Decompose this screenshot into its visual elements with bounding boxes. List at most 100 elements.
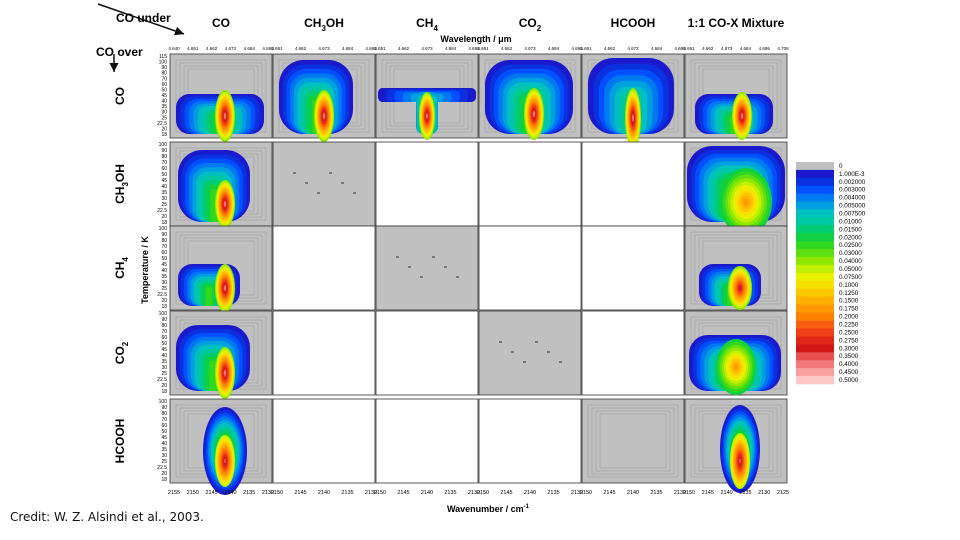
column-header: CO2 (519, 16, 542, 33)
contour-level (224, 458, 226, 464)
wavenumber-tick: 2140 (524, 490, 536, 496)
contour-level (209, 360, 217, 391)
wavelength-tick: 4.684 (445, 46, 457, 51)
colorbar-swatch (796, 201, 834, 210)
colorbar-label: 0.4000 (839, 361, 859, 368)
temperature-tick: 90 (161, 148, 167, 154)
contour-level (533, 112, 535, 116)
temperature-tick: 40 (161, 441, 167, 447)
panel (169, 310, 273, 399)
panel (375, 141, 479, 227)
contour-level (426, 114, 428, 118)
contour-level (743, 198, 749, 206)
temperature-tick: 18 (161, 304, 167, 310)
wavenumber-tick: 2140 (720, 490, 732, 496)
colorbar-label: 0.2000 (839, 314, 859, 321)
colorbar-label: 0.002000 (839, 179, 866, 186)
wavenumber-tick: 2135 (547, 490, 559, 496)
panel-frame (272, 141, 376, 227)
noise-mark (456, 276, 459, 278)
panel-frame (478, 398, 582, 484)
wavenumber-tick: 2140 (627, 490, 639, 496)
panel (478, 53, 582, 140)
noise-mark (432, 256, 435, 258)
wavenumber-tick: 2145 (603, 490, 615, 496)
temperature-tick: 90 (161, 232, 167, 238)
panel (478, 141, 582, 227)
row-header: CH3OH (113, 164, 130, 204)
panel (581, 398, 685, 484)
wavelength-tick: 4.673 (721, 46, 733, 51)
panel-frame (375, 398, 479, 484)
noise-mark (511, 351, 514, 353)
temperature-tick: 35 (161, 274, 167, 280)
noise-mark (305, 182, 308, 184)
wavenumber-tick: 2150 (187, 490, 199, 496)
wavelength-tick: 4.673 (524, 46, 536, 51)
wavelength-tick: 4.673 (627, 46, 639, 51)
colorbar-swatch (796, 280, 834, 290)
colorbar-swatch (796, 336, 834, 345)
co-under-arrow (97, 3, 185, 36)
wavenumber-tick: 2135 (739, 490, 751, 496)
wavelength-tick: 4.673 (318, 46, 330, 51)
colorbar-label: 0.01000 (839, 218, 862, 225)
noise-mark (499, 341, 502, 343)
panel-frame (272, 225, 376, 311)
panel-frame (375, 141, 479, 227)
contour-level (224, 371, 226, 375)
contour-outline (595, 410, 671, 472)
temperature-tick: 80 (161, 154, 167, 160)
wavenumber-tick: 2155 (168, 490, 180, 496)
wavelength-tick: 4.695 (759, 46, 771, 51)
temperature-tick: 50 (161, 341, 167, 347)
temperature-tick: 45 (161, 178, 167, 184)
colorbar-label: 0.4500 (839, 369, 859, 376)
column-header: HCOOH (611, 16, 656, 30)
colorbar-swatch (796, 217, 834, 226)
colorbar-label: 0.04000 (839, 258, 862, 265)
corner-left-label: CO over (96, 45, 143, 59)
colorbar-label: 0.1000 (839, 282, 859, 289)
colorbar: 01.000E-30.0020000.0030000.0040000.00500… (796, 162, 866, 385)
wavenumber-tick: 2130 (571, 490, 583, 496)
panel-frame (375, 225, 479, 311)
wavenumber-tick: 2145 (205, 490, 217, 496)
noise-mark (420, 276, 423, 278)
temperature-tick: 30 (161, 280, 167, 286)
colorbar-label: 0.05000 (839, 266, 862, 273)
colorbar-label: 0.02000 (839, 234, 862, 241)
panel (169, 53, 273, 142)
noise-mark (293, 172, 296, 174)
noise-mark (317, 192, 320, 194)
bottom-axis-title: Wavenumber / cm-1 (447, 504, 530, 514)
temperature-tick: 40 (161, 353, 167, 359)
noise-mark (535, 341, 538, 343)
temperature-tick: 100 (159, 311, 168, 317)
temperature-tick: 20 (161, 471, 167, 477)
colorbar-swatch (796, 169, 834, 179)
panel (375, 53, 479, 140)
panel-frame (581, 398, 685, 484)
noise-mark (329, 172, 332, 174)
wavelength-tick: 4.695 (468, 46, 480, 51)
wavelength-tick: 4.684 (244, 46, 256, 51)
temperature-tick: 20 (161, 214, 167, 220)
temperature-tick: 35 (161, 104, 167, 110)
temperature-tick: 100 (159, 60, 168, 66)
temperature-tick: 100 (159, 142, 168, 148)
wavelength-tick: 4.651 (477, 46, 489, 51)
temperature-tick: 25 (161, 202, 167, 208)
temperature-tick: 22.5 (157, 377, 167, 383)
colorbar-label: 0.2250 (839, 322, 859, 329)
panel (684, 141, 788, 236)
wavenumber-tick: 2130 (468, 490, 480, 496)
temperature-tick: 50 (161, 172, 167, 178)
panel-frame (478, 141, 582, 227)
temperature-tick: 100 (159, 399, 168, 405)
colorbar-swatch (796, 193, 834, 202)
wavelength-tick: 4.684 (342, 46, 354, 51)
panel (272, 225, 376, 311)
colorbar-label: 0.004000 (839, 195, 866, 202)
